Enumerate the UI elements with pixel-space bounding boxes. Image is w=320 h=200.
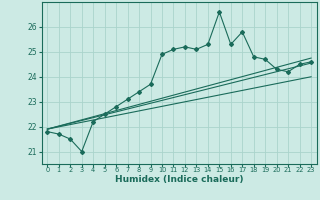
X-axis label: Humidex (Indice chaleur): Humidex (Indice chaleur) — [115, 175, 244, 184]
